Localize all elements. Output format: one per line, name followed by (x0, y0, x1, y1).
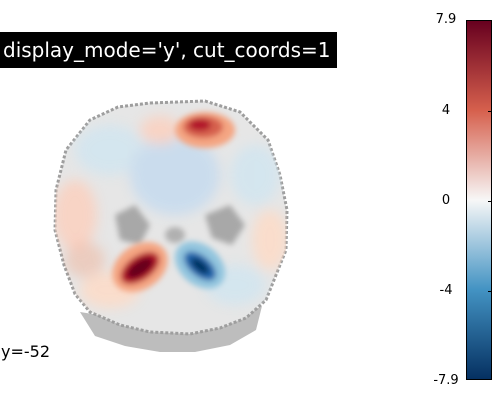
brain-coronal-slice (53, 99, 289, 352)
colorbar-panel: 7.9 4 0 -4 -7.9 (430, 0, 500, 400)
cut-coordinate-label: y=-52 (1, 342, 51, 361)
colorbar-gradient (466, 20, 492, 380)
colorbar-tick-label: -4 (439, 283, 453, 298)
colorbar-tick-mark (488, 291, 492, 292)
stat-overlay (55, 112, 287, 308)
colorbar-tick-mark (488, 111, 492, 112)
figure-title: display_mode='y', cut_coords=1 (0, 32, 337, 68)
colorbar-min-label: -7.9 (433, 373, 459, 388)
colorbar-tick-label: 4 (441, 103, 451, 118)
colorbar-tick-mark (488, 201, 492, 202)
brain-slice-panel: display_mode='y', cut_coords=1 y=-52 (0, 32, 337, 361)
colorbar-max-label: 7.9 (435, 12, 457, 27)
colorbar-tick-label: 0 (441, 193, 451, 208)
